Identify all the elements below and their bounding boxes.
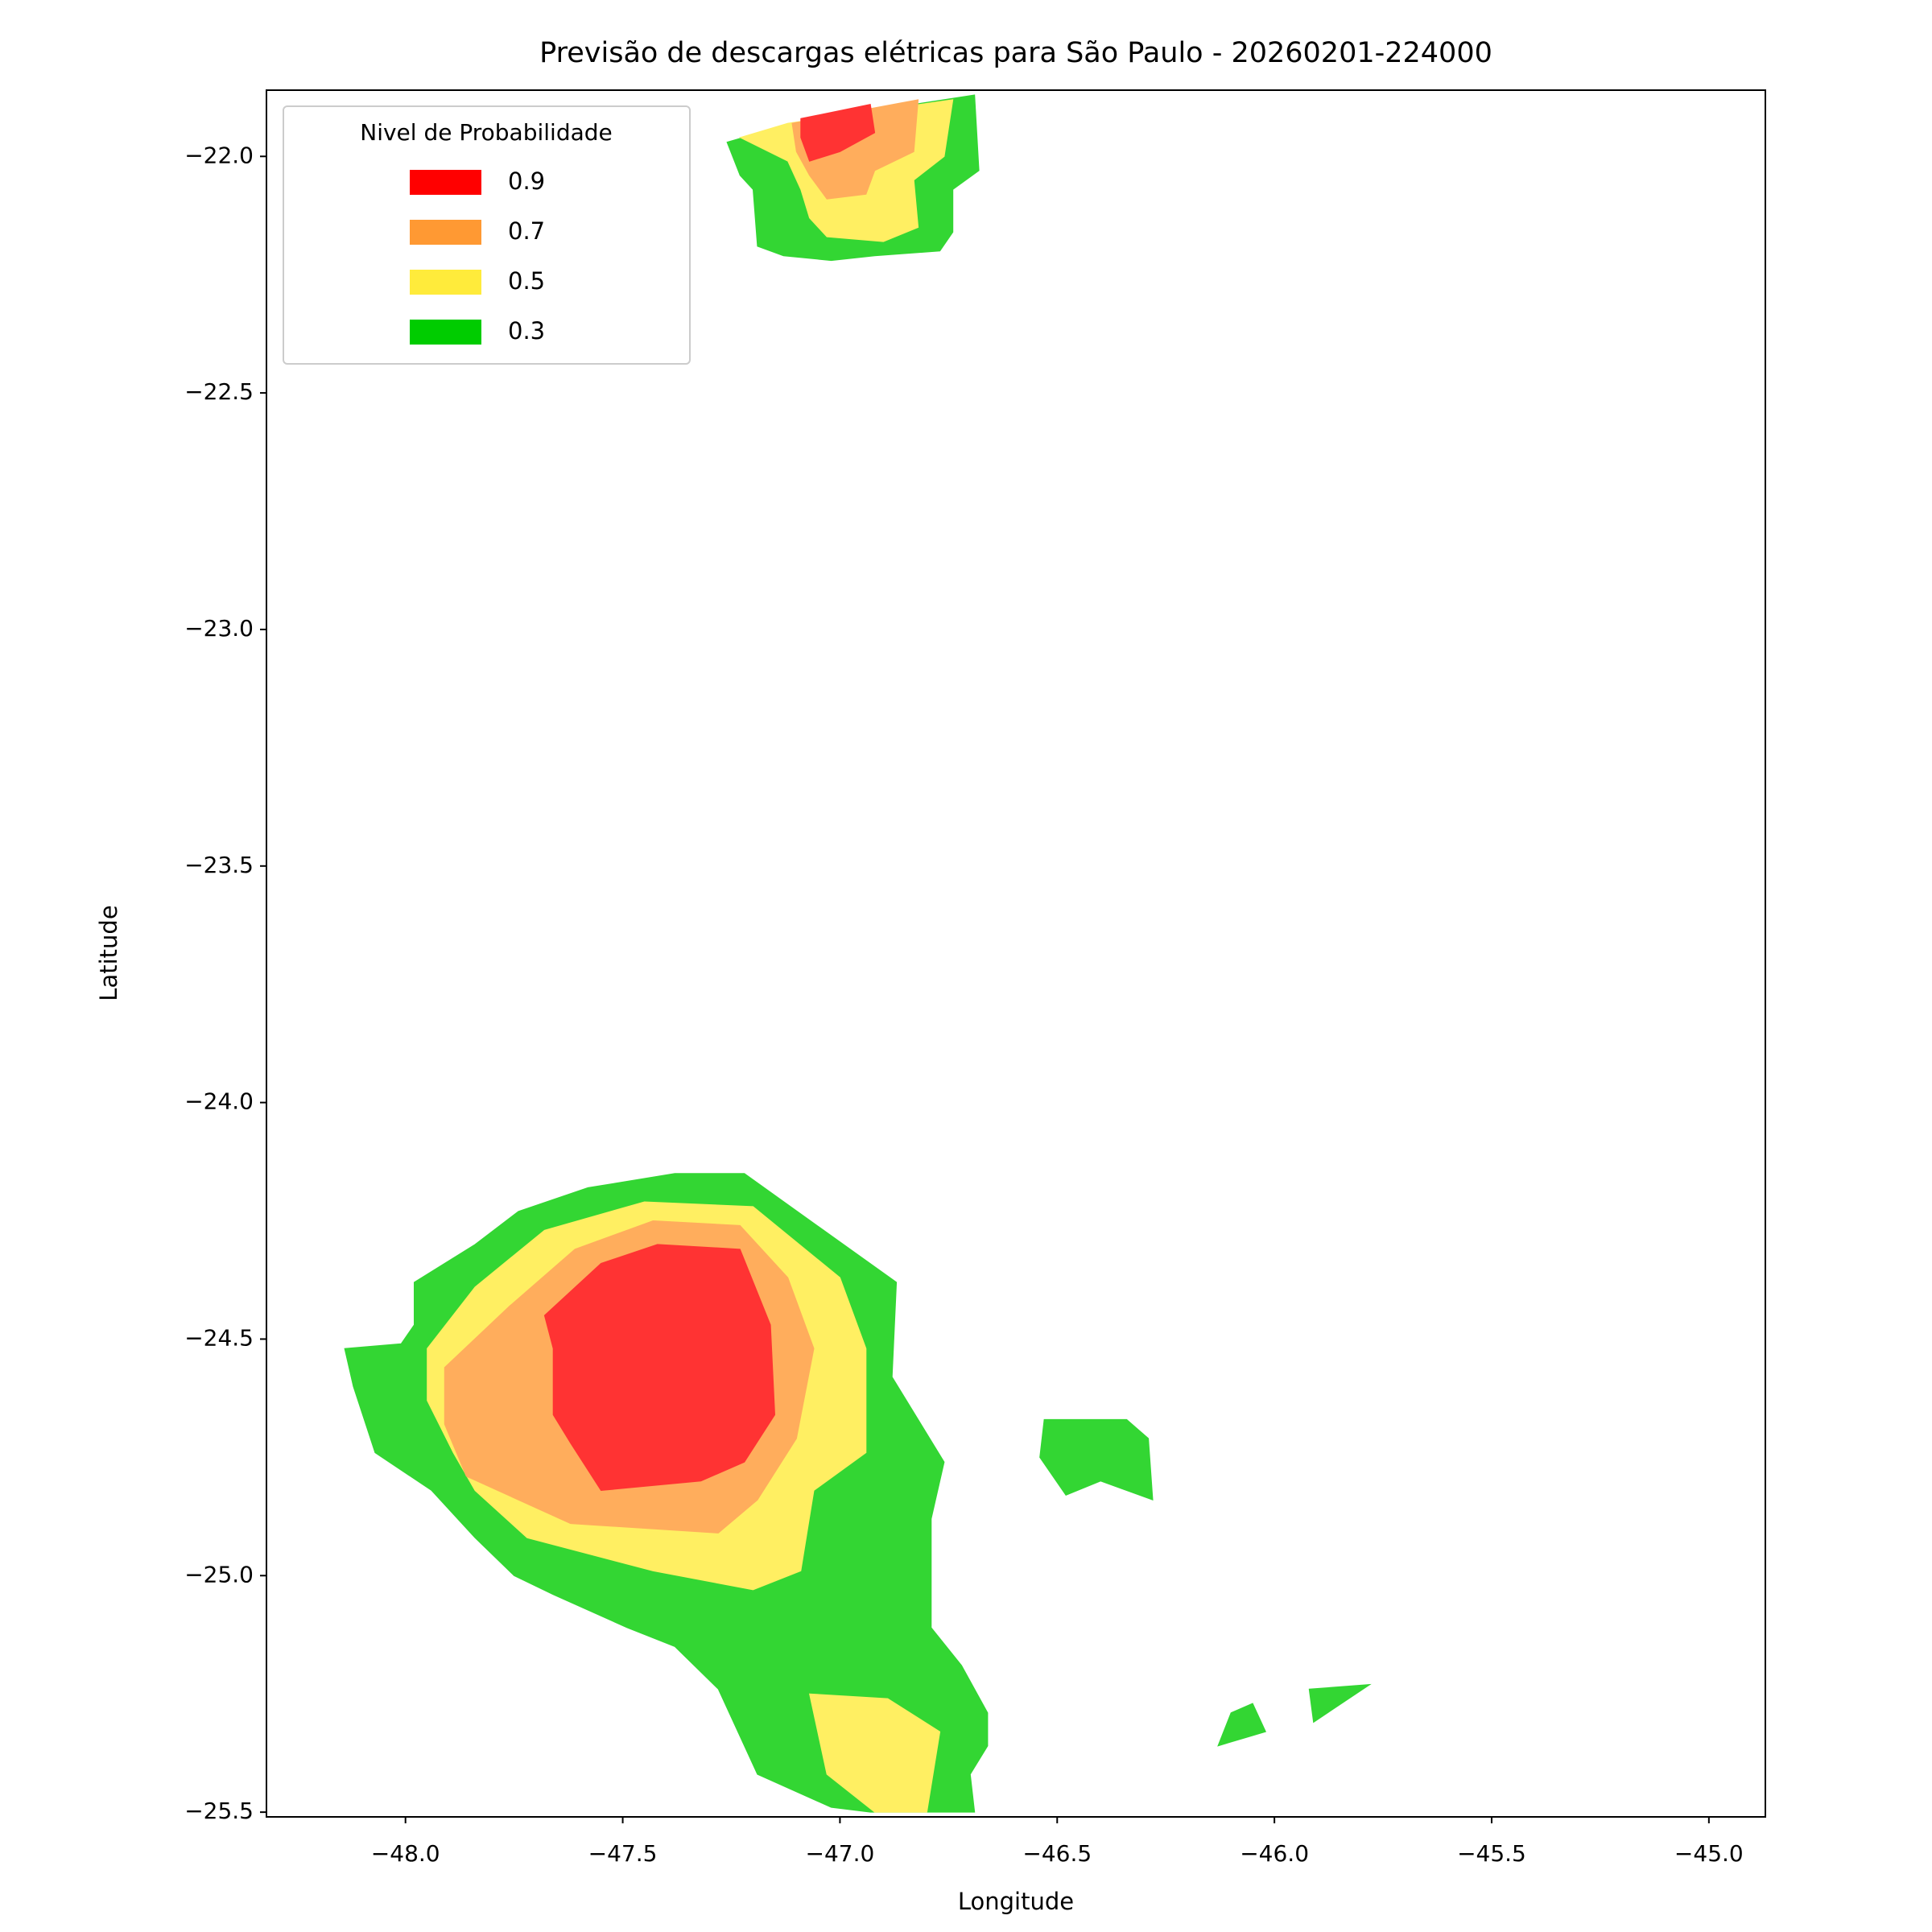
y-tick-label: −25.0 (184, 1561, 254, 1587)
legend-swatch (410, 320, 481, 345)
contour-region (1308, 1683, 1372, 1724)
plot-area (344, 94, 1372, 1813)
legend-label: 0.9 (508, 167, 545, 195)
y-tick-label: −22.0 (184, 142, 254, 168)
y-tick-label: −22.5 (184, 378, 254, 405)
y-axis-label: Latitude (95, 905, 122, 1001)
x-tick-label: −45.5 (1457, 1840, 1526, 1867)
legend-title: Nivel de Probabilidade (360, 119, 613, 146)
x-tick-label: −46.0 (1240, 1840, 1309, 1867)
contour-region (808, 1693, 941, 1813)
legend: Nivel de Probabilidade 0.9 0.7 0.5 0.3 (283, 105, 691, 365)
legend-box (283, 105, 691, 365)
x-tick-label: −45.0 (1674, 1840, 1744, 1867)
legend-label: 0.7 (508, 217, 545, 245)
contour-region (1217, 1703, 1266, 1747)
legend-swatch (410, 270, 481, 295)
x-tick-label: −46.5 (1022, 1840, 1092, 1867)
contour-region (800, 104, 876, 162)
x-tick-label: −47.5 (588, 1840, 658, 1867)
chart-title: Previsão de descargas elétricas para São… (539, 37, 1492, 69)
x-tick-label: −47.0 (806, 1840, 875, 1867)
legend-swatch (410, 170, 481, 195)
legend-swatch (410, 220, 481, 245)
y-tick-label: −23.0 (184, 615, 254, 642)
y-tick-label: −24.0 (184, 1088, 254, 1115)
y-tick-label: −24.5 (184, 1324, 254, 1351)
y-tick-label: −23.5 (184, 852, 254, 878)
x-tick-label: −48.0 (371, 1840, 440, 1867)
axes-frame (266, 89, 1766, 1818)
legend-label: 0.3 (508, 317, 545, 345)
contour-region (1039, 1418, 1154, 1501)
x-axis-label: Longitude (958, 1888, 1074, 1915)
contour-region (543, 1244, 776, 1492)
legend-label: 0.5 (508, 267, 545, 295)
y-tick-label: −25.5 (184, 1798, 254, 1824)
